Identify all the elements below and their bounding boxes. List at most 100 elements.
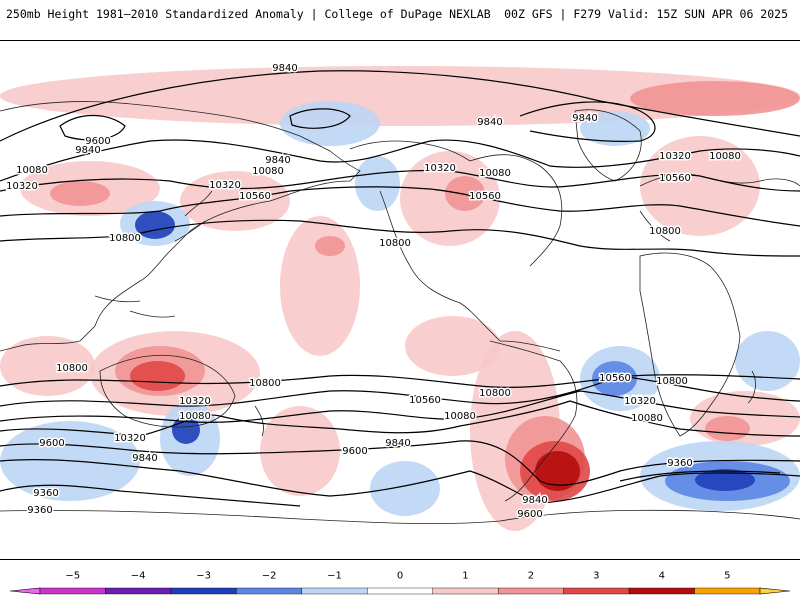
anomaly-neg1-7 — [280, 101, 380, 146]
header: 250mb Height 1981–2010 Standardized Anom… — [0, 0, 800, 30]
contour-10560-south — [0, 375, 800, 407]
colorbar: −5 −4 −3 −2 −1 0 1 2 3 4 5 — [0, 570, 800, 600]
colorbar-segment — [563, 587, 630, 595]
colorbar-tick-label: −5 — [65, 570, 80, 581]
contour-label: 10080 — [252, 166, 284, 177]
contour-label: 9840 — [265, 155, 290, 166]
contour-9600-north-1 — [59, 114, 126, 141]
contour-label: 10320 — [179, 396, 211, 407]
contour-label: 9600 — [517, 509, 542, 520]
anomaly-pos1-11 — [280, 216, 360, 356]
colorbar-tick-label: −3 — [196, 570, 211, 581]
contour-label: 10080 — [631, 413, 663, 424]
contour-label: 9840 — [385, 438, 410, 449]
anomaly-pos1-16 — [0, 336, 95, 396]
contour-label: 9600 — [39, 438, 64, 449]
colorbar-svg: −5 −4 −3 −2 −1 0 1 2 3 4 5 — [9, 570, 791, 595]
contour-label: 9840 — [132, 453, 157, 464]
colorbar-segment — [105, 587, 172, 595]
coast-south-america — [489, 340, 578, 502]
contour-labels: 9840960098401008010320984010080103201056… — [5, 62, 743, 522]
contour-label: 9360 — [33, 488, 58, 499]
colorbar-tick-label: 4 — [659, 570, 665, 581]
anomaly-neg1-36 — [370, 461, 440, 516]
colorbar-tick-label: −4 — [131, 570, 146, 581]
contour-label: 10320 — [424, 163, 456, 174]
anomaly-pos1-6 — [180, 171, 290, 231]
anomaly-neg1-35 — [735, 331, 800, 391]
contour-label: 10560 — [599, 373, 631, 384]
contour-label: 10800 — [479, 388, 511, 399]
colorbar-segment — [432, 587, 499, 595]
anomaly-pos2-1 — [630, 81, 800, 116]
contour-label: 10320 — [6, 181, 38, 192]
world-map: 9840 9600 9840 10080 10320 9840 10080 10320 1056… — [0, 40, 800, 560]
contour-9840-north — [0, 70, 800, 142]
contour-label: 10080 — [479, 168, 511, 179]
coast-australia — [99, 354, 236, 428]
contour-label: 10080 — [709, 151, 741, 162]
contour-label: 10800 — [249, 378, 281, 389]
contour-9600-south — [0, 459, 800, 504]
colorbar-segment — [170, 587, 237, 595]
anomaly-pos1-13 — [405, 316, 500, 376]
contour-10560-north — [0, 186, 800, 227]
contour-label: 9840 — [272, 63, 297, 74]
colorbar-segment — [236, 587, 303, 595]
colorbar-segment — [367, 587, 433, 595]
colorbar-tick-label: −1 — [327, 570, 342, 581]
coast-new-zealand — [254, 405, 264, 437]
colorbar-right-arrow — [759, 587, 791, 595]
colorbar-tick-label: 0 — [397, 570, 403, 581]
anomaly-pos1-22 — [260, 406, 340, 496]
colorbar-tick-label: 3 — [593, 570, 599, 581]
colorbar-segment — [497, 587, 564, 595]
contour-label: 10800 — [649, 226, 681, 237]
anomaly-neg1-8 — [355, 156, 400, 211]
contour-label: 10320 — [624, 396, 656, 407]
height-contours — [0, 70, 800, 507]
anomaly-neg3-5 — [135, 211, 175, 239]
coast-indonesia — [94, 295, 176, 318]
coast-alaska — [349, 140, 471, 162]
colorbar-segment — [301, 587, 368, 595]
anomaly-neg1-15 — [580, 111, 650, 146]
colorbar-left-arrow — [9, 587, 41, 595]
anomaly-pos2-10 — [445, 176, 485, 211]
contour-label: 9600 — [342, 446, 367, 457]
colorbar-tick-label: 2 — [528, 570, 534, 581]
contour-9840-south — [0, 440, 800, 486]
contour-label: 10080 — [16, 165, 48, 176]
contour-label: 10320 — [659, 151, 691, 162]
contour-10080-north — [0, 139, 800, 182]
contour-label: 10800 — [656, 376, 688, 387]
contour-label: 9840 — [572, 113, 597, 124]
anomaly-neg3-34 — [695, 469, 755, 491]
contour-9840-arctic — [519, 101, 656, 142]
contour-9360-south — [0, 470, 781, 507]
colorbar-tick-label: 1 — [462, 570, 468, 581]
contour-label: 10800 — [109, 233, 141, 244]
contour-label: 10080 — [444, 411, 476, 422]
contour-label: 10560 — [409, 395, 441, 406]
anomaly-pos2-12 — [315, 236, 345, 256]
contour-label: 9360 — [27, 505, 52, 516]
valid-time: 00Z GFS | F279 Valid: 15Z SUN APR 06 202… — [504, 7, 788, 21]
map-svg: 9840960098401008010320984010080103201056… — [0, 62, 800, 531]
anomaly-pos4-26 — [535, 451, 580, 491]
chart-title: 250mb Height 1981–2010 Standardized Anom… — [6, 7, 491, 21]
contour-label: 10320 — [114, 433, 146, 444]
contour-label: 10560 — [624, 395, 656, 406]
contour-label: 9840 — [477, 117, 502, 128]
coast-africa — [639, 252, 741, 437]
contour-label: 9360 — [667, 458, 692, 469]
contour-label: 10560 — [239, 191, 271, 202]
colorbar-segment — [628, 587, 695, 595]
contour-10800-north — [0, 219, 800, 257]
colorbar-tick-label: −2 — [262, 570, 277, 581]
contour-label: 9600 — [85, 136, 110, 147]
contour-label: 10800 — [56, 363, 88, 374]
contour-10800-south — [0, 374, 800, 388]
contour-label: 9840 — [75, 145, 100, 156]
anomaly-pos1-29 — [690, 391, 800, 446]
